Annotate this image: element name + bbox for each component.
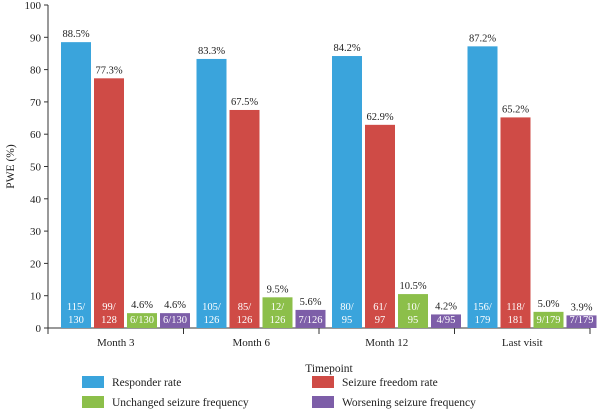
legend-label: Unchanged seizure frequency [112, 397, 249, 409]
y-tick-label: 60 [30, 129, 42, 141]
legend-label: Worsening seizure frequency [342, 397, 476, 409]
x-tick-label: Last visit [502, 337, 543, 349]
x-tick-label: Month 12 [365, 337, 408, 349]
y-tick-label: 30 [30, 226, 42, 238]
legend-swatch [312, 376, 334, 388]
bar [94, 78, 124, 328]
data-label: 9.5% [267, 284, 289, 295]
data-label: 65.2% [502, 104, 529, 115]
bar [467, 46, 498, 329]
y-tick-label: 20 [30, 258, 42, 270]
legend-swatch [312, 396, 334, 408]
count-label: 179 [475, 315, 491, 326]
count-label: 80/ [340, 302, 354, 313]
y-tick-label: 70 [30, 97, 42, 109]
data-label: 67.5% [231, 97, 258, 108]
y-tick-label: 80 [30, 65, 42, 77]
y-tick-label: 50 [30, 162, 42, 174]
count-label: 95 [342, 315, 353, 326]
data-label: 83.3% [198, 46, 225, 57]
x-tick-label: Month 3 [97, 337, 135, 349]
count-label: 9/179 [537, 315, 561, 326]
data-label: 77.3% [95, 65, 122, 76]
bar [332, 56, 362, 329]
legend-swatch [82, 396, 104, 408]
count-label: 7/179 [570, 315, 594, 326]
bar [196, 58, 227, 328]
data-label: 4.6% [131, 300, 153, 311]
legend-label: Responder rate [112, 377, 181, 389]
data-label: 3.9% [571, 302, 593, 313]
bar [500, 117, 531, 329]
bar [365, 124, 395, 328]
count-label: 61/ [373, 302, 387, 313]
bar [398, 294, 428, 328]
y-axis-title: PWE (%) [5, 144, 17, 189]
y-tick-label: 0 [36, 323, 42, 335]
bar-labels: 88.5% 115/130 77.3% 99/128 4.6% 6/130 4.6% 6/13… [62, 29, 593, 326]
axes: 0 10 20 30 40 50 60 70 80 90 100 PWE (%) Month 3 Mont… [5, 0, 591, 375]
bar [160, 313, 190, 328]
x-axis-title: Timepoint [305, 363, 353, 375]
y-tick-label: 10 [30, 291, 42, 303]
bar [566, 315, 597, 328]
count-label: 7/126 [299, 315, 323, 326]
legend-label: Seizure freedom rate [342, 377, 438, 389]
count-label: 128 [101, 315, 117, 326]
count-label: 181 [508, 315, 524, 326]
data-label: 88.5% [62, 29, 89, 40]
count-label: 130 [68, 315, 84, 326]
data-label: 5.0% [538, 299, 560, 310]
data-label: 10.5% [399, 281, 426, 292]
count-label: 10/ [406, 302, 420, 313]
bar [127, 313, 157, 328]
data-label: 4.6% [164, 300, 186, 311]
count-label: 118/ [506, 302, 524, 313]
bar [431, 314, 461, 328]
data-label: 4.2% [435, 301, 457, 312]
bar [262, 297, 293, 328]
count-label: 115/ [67, 302, 85, 313]
bar [533, 311, 564, 328]
legend: Responder rate Seizure freedom rate Unchan… [82, 376, 476, 409]
bar [61, 42, 91, 329]
data-label: 84.2% [333, 43, 360, 54]
count-label: 12/ [271, 302, 285, 313]
bar [229, 109, 260, 328]
count-label: 126 [237, 315, 253, 326]
bar [295, 309, 326, 328]
y-tick-label: 40 [30, 194, 42, 206]
count-label: 99/ [102, 302, 116, 313]
data-label: 62.9% [366, 112, 393, 123]
count-label: 126 [204, 315, 220, 326]
data-label: 5.6% [300, 297, 322, 308]
count-label: 97 [375, 315, 386, 326]
legend-swatch [82, 376, 104, 388]
data-label: 87.2% [469, 33, 496, 44]
count-label: 4/95 [437, 315, 456, 326]
y-tick-label: 90 [30, 32, 42, 44]
count-label: 126 [270, 315, 286, 326]
count-label: 85/ [238, 302, 252, 313]
count-label: 95 [408, 315, 419, 326]
count-label: 105/ [202, 302, 221, 313]
count-label: 6/130 [163, 315, 187, 326]
bars [61, 42, 597, 329]
count-label: 6/130 [130, 315, 154, 326]
y-tick-label: 100 [25, 0, 42, 12]
x-tick-label: Month 6 [232, 337, 270, 349]
count-label: 156/ [473, 302, 492, 313]
